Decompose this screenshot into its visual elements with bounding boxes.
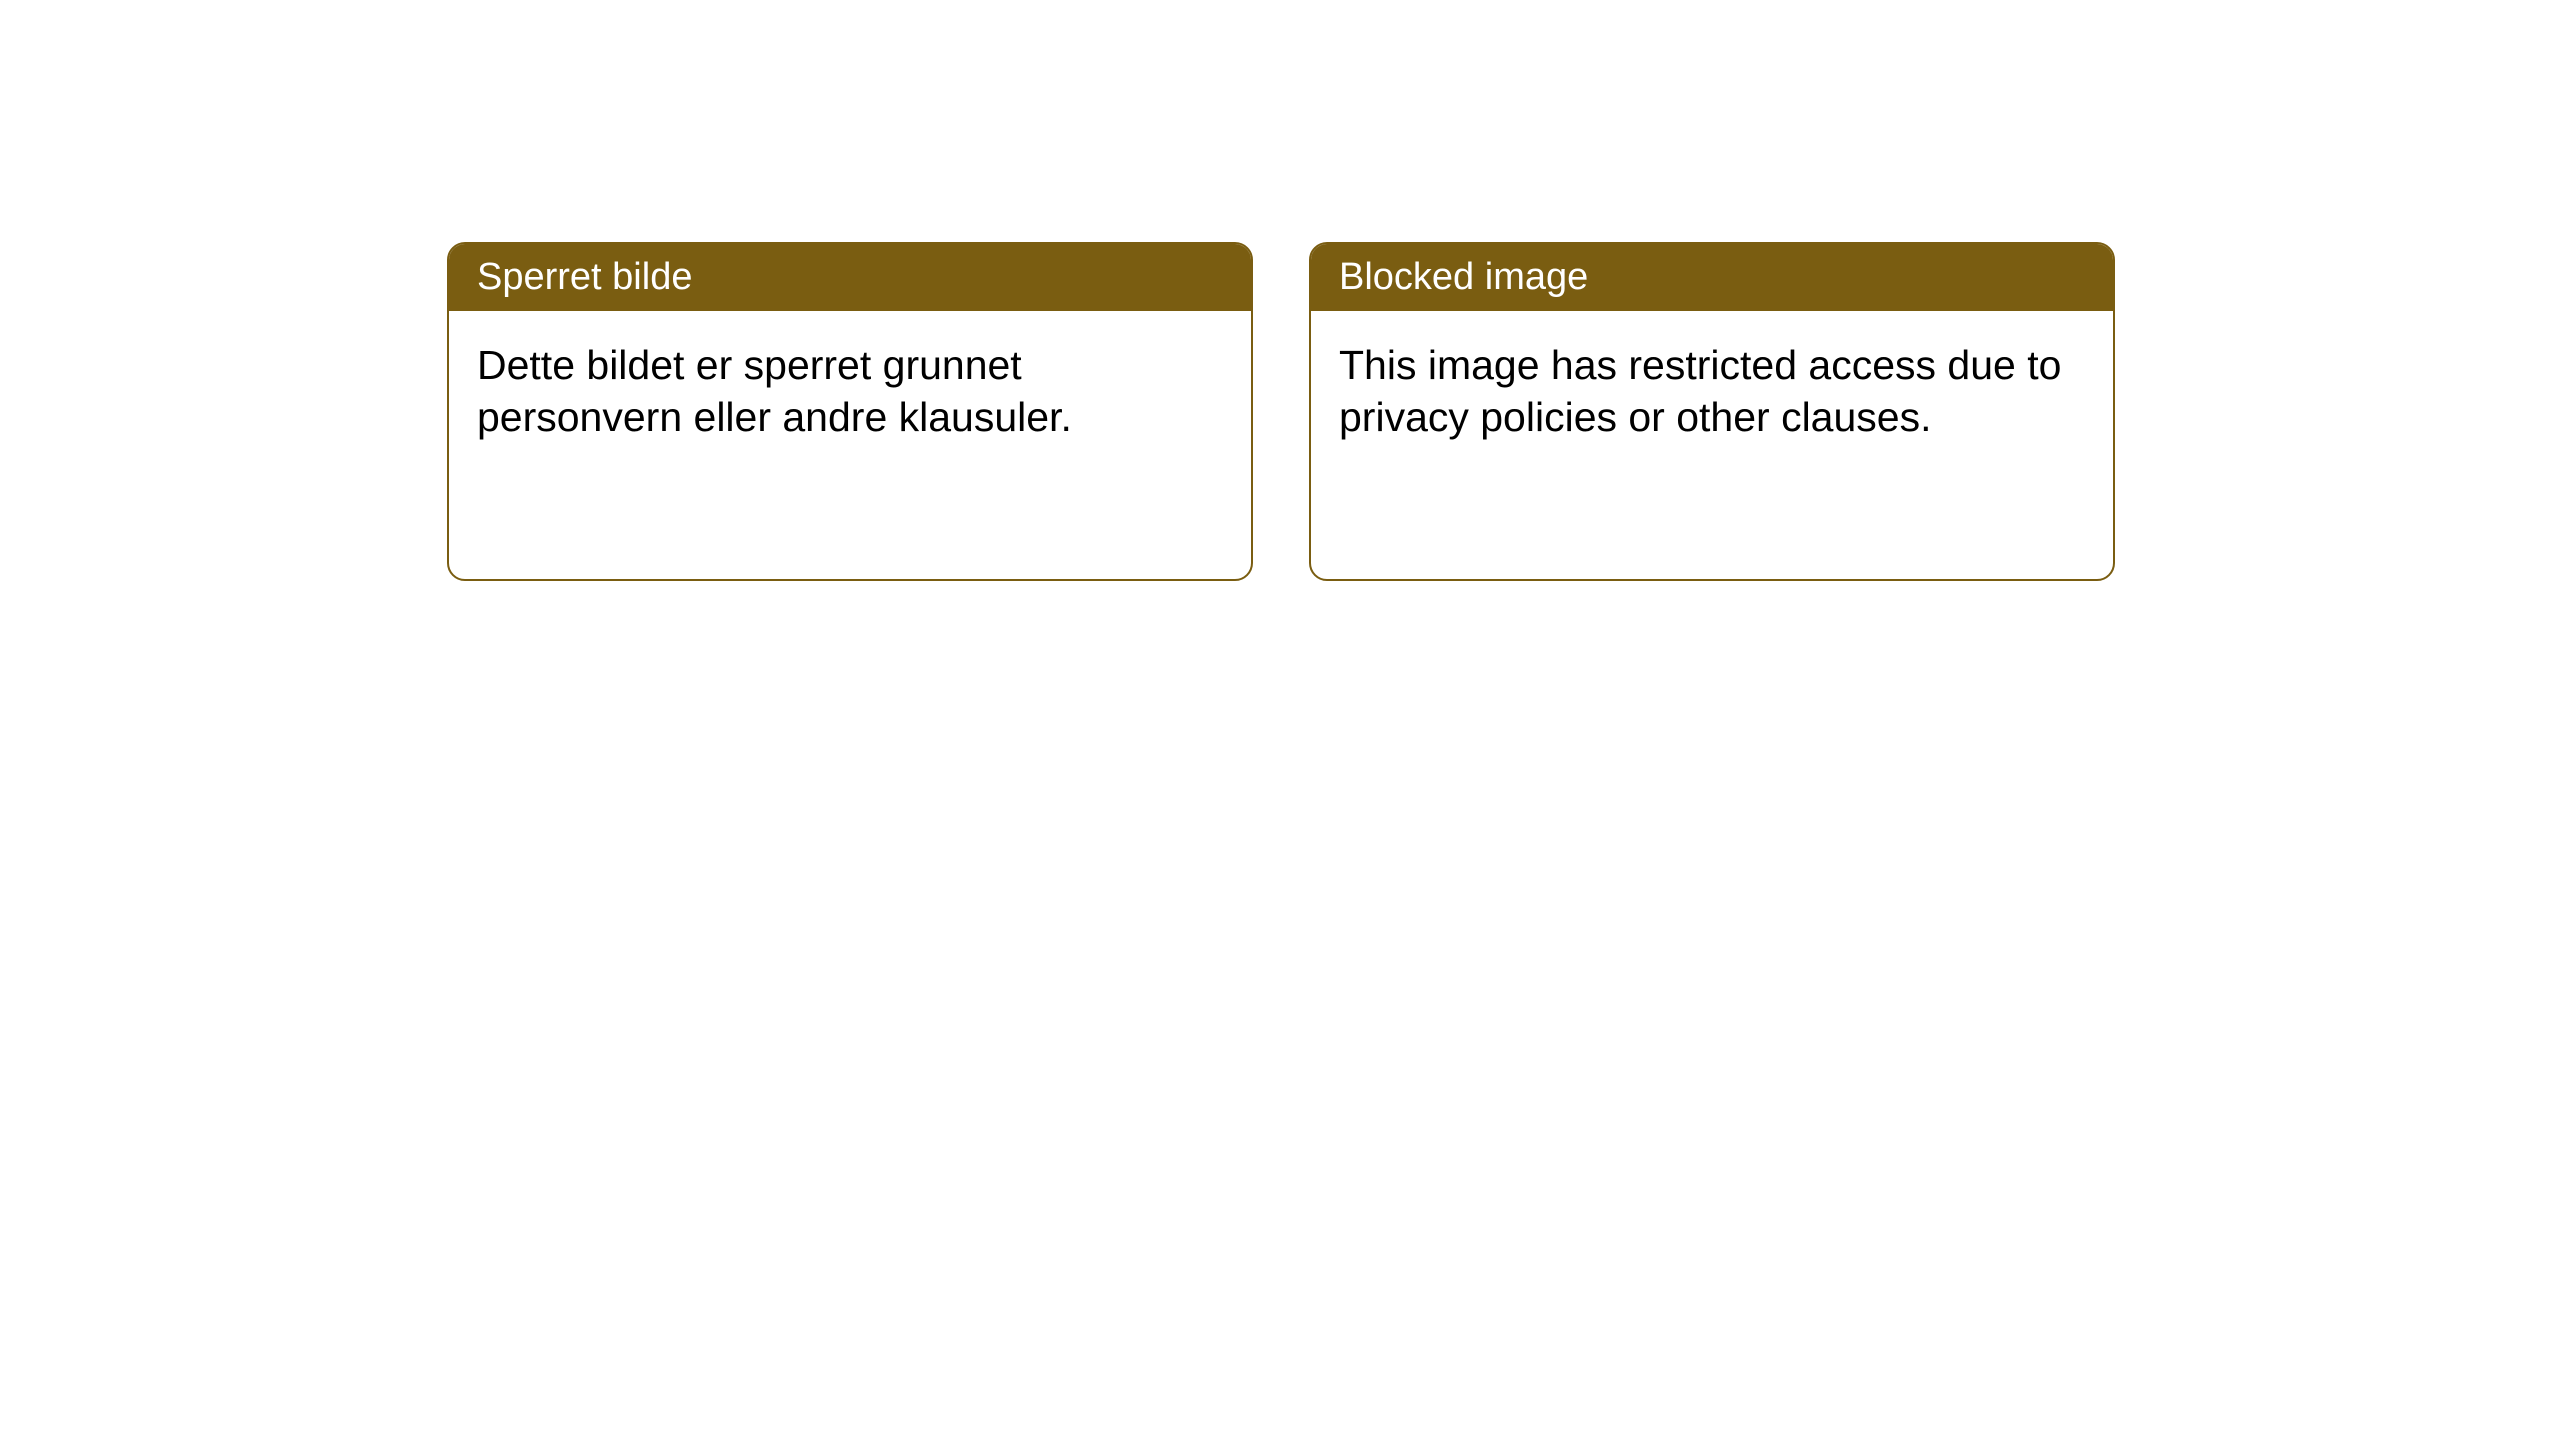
notice-text-english: This image has restricted access due to … [1339,342,2061,440]
notice-container: Sperret bilde Dette bildet er sperret gr… [0,0,2560,581]
notice-header-english: Blocked image [1311,244,2113,311]
notice-body-norwegian: Dette bildet er sperret grunnet personve… [449,311,1251,472]
notice-text-norwegian: Dette bildet er sperret grunnet personve… [477,342,1072,440]
notice-box-english: Blocked image This image has restricted … [1309,242,2115,581]
notice-title-english: Blocked image [1339,256,1588,298]
notice-box-norwegian: Sperret bilde Dette bildet er sperret gr… [447,242,1253,581]
notice-header-norwegian: Sperret bilde [449,244,1251,311]
notice-title-norwegian: Sperret bilde [477,256,692,298]
notice-body-english: This image has restricted access due to … [1311,311,2113,472]
